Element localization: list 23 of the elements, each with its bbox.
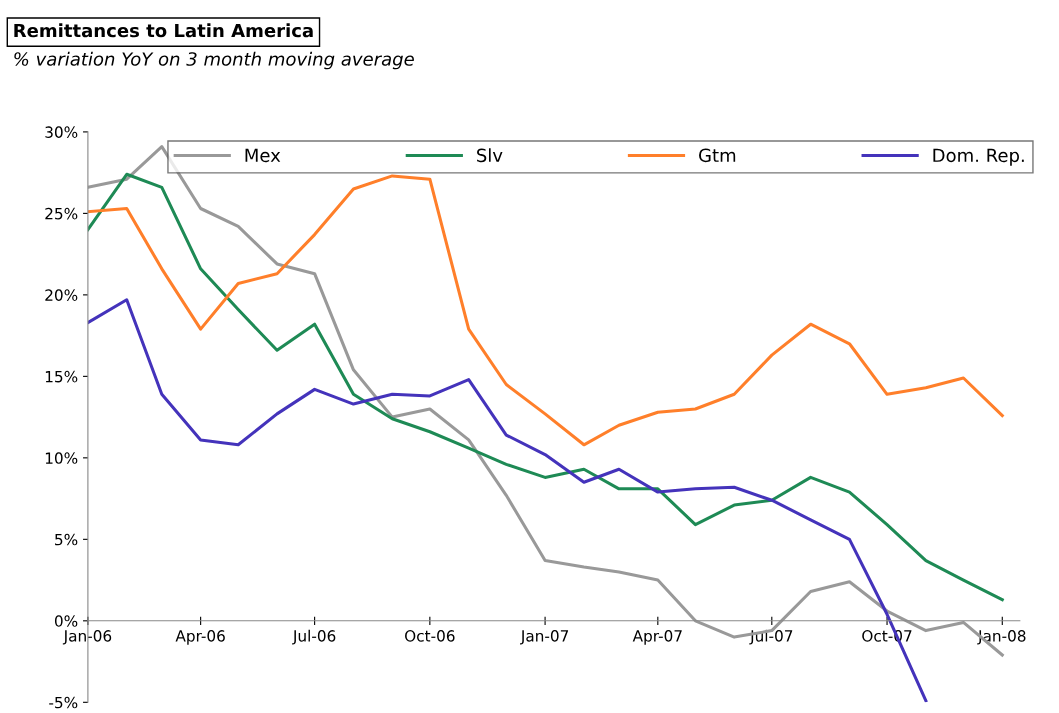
legend-label: Gtm [699,148,736,163]
x-tick-label: Apr-07 [632,630,682,645]
y-tick-label: 15% [45,370,78,383]
x-tick-label: Apr-06 [175,630,225,645]
line-series [87,174,1004,447]
x-tick-label: Jul-06 [292,629,336,645]
y-tick-label: 20% [45,289,78,301]
chart-title: Remittances to Latin America [14,23,313,38]
y-tick-label: 0% [54,615,78,627]
legend-label: Mex [245,148,281,163]
y-tick-label: 5% [55,533,78,546]
line-series [87,172,1004,602]
y-tick-label: -5% [49,696,78,709]
chart-subtitle: % variation YoY on 3 month moving average [14,51,414,70]
x-tick-label: Jul-07 [749,629,793,645]
legend-label: Dom. Rep. [933,148,1024,166]
x-tick-label: Jan-07 [520,630,569,645]
x-tick-label: Jan-06 [62,630,112,645]
y-tick-label: 30% [45,126,78,138]
x-tick-label: Oct-06 [405,630,455,642]
y-tick-label: 10% [45,452,78,464]
y-tick-label: 25% [45,207,78,220]
legend-label: Slv [477,148,503,163]
